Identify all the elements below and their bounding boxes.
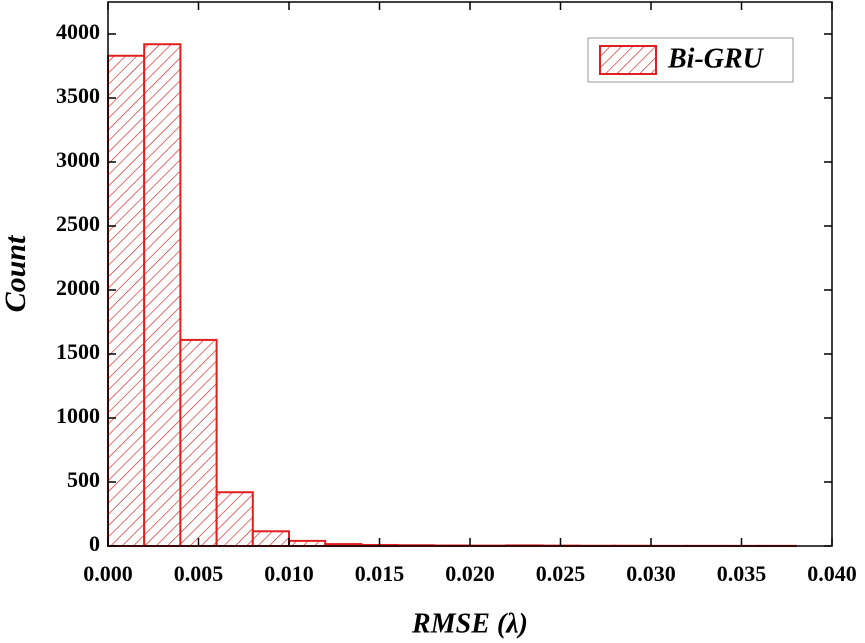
y-tick-label: 2500 [56,211,100,236]
x-tick-label: 0.010 [264,561,314,586]
x-tick-label: 0.020 [445,561,495,586]
bar [179,338,218,548]
legend-label: Bi-GRU [667,43,765,74]
x-tick-label: 0.005 [174,561,224,586]
legend-swatch [599,45,657,75]
y-tick-label: 0 [89,531,100,556]
x-tick-label: 0.030 [626,561,676,586]
x-tick-label: 0.035 [717,561,767,586]
y-tick-label: 1000 [56,403,100,428]
x-tick-label: 0.015 [355,561,405,586]
y-tick-label: 500 [67,467,100,492]
x-axis-label: RMSE (λ) [411,608,528,639]
x-tick-label: 0.025 [536,561,586,586]
bar [288,539,327,548]
x-tick-label: 0.040 [807,561,857,586]
y-tick-label: 4000 [56,19,100,44]
bar [251,530,291,548]
y-tick-label: 3000 [56,147,100,172]
bar [107,54,146,547]
bar [215,491,254,547]
y-tick-label: 2000 [56,275,100,300]
x-tick-label: 0.000 [83,561,133,586]
y-tick-label: 1500 [56,339,100,364]
y-tick-label: 3500 [56,83,100,108]
y-axis-label: Count [0,234,32,312]
bar [143,43,182,548]
